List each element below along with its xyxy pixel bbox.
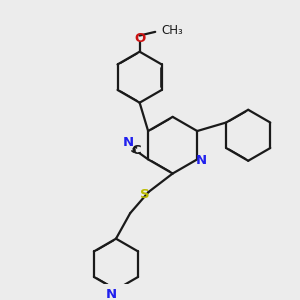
Text: S: S bbox=[140, 188, 150, 201]
Text: CH₃: CH₃ bbox=[161, 24, 183, 37]
Text: N: N bbox=[196, 154, 207, 167]
Text: N: N bbox=[123, 136, 134, 149]
Text: N: N bbox=[105, 288, 116, 300]
Text: O: O bbox=[134, 32, 145, 45]
Text: C: C bbox=[131, 144, 141, 157]
